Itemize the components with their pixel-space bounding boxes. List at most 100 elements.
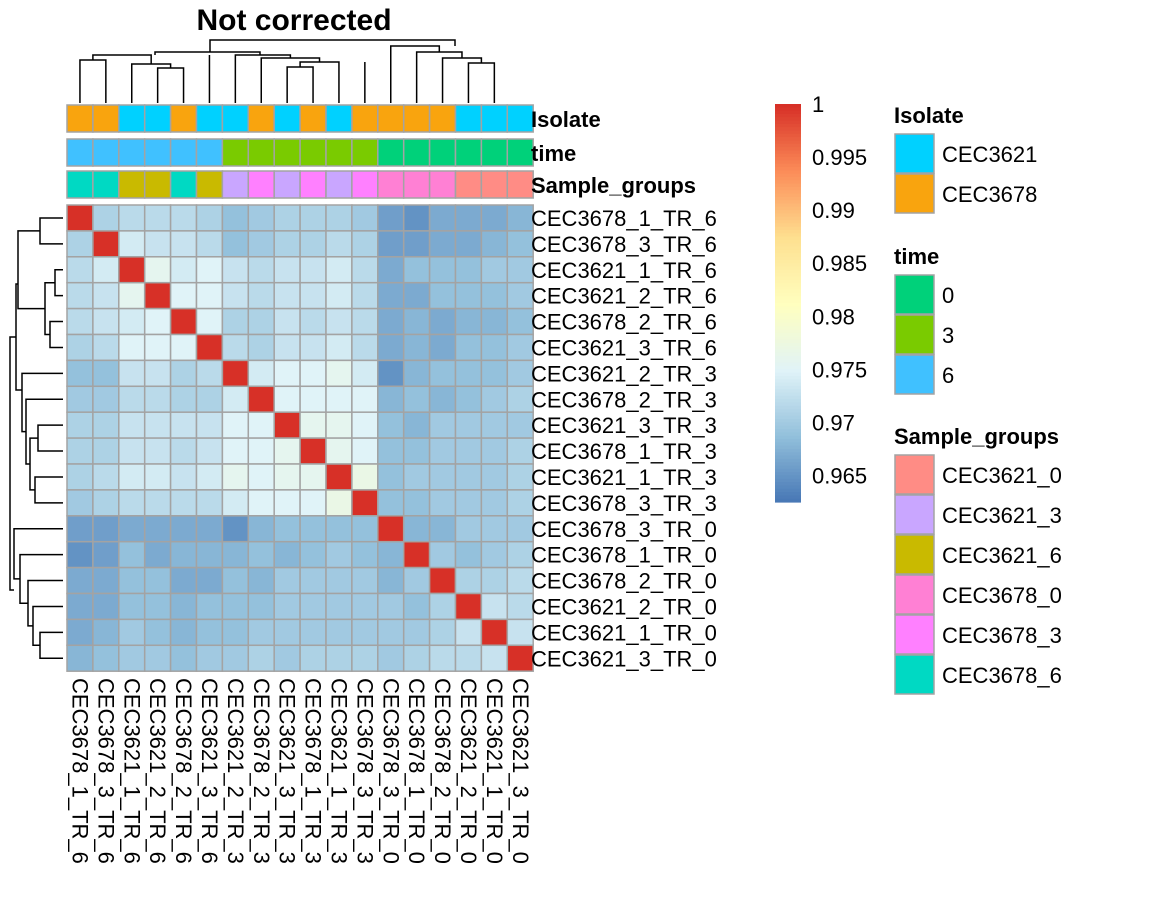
heatmap-cell [118, 592, 146, 621]
color-scale-segment [775, 452, 801, 457]
row-label: CEC3678_1_TR_3 [531, 439, 717, 464]
heatmap-cell [351, 566, 379, 595]
annotation-cell-sample_groups [273, 170, 301, 199]
row-label: CEC3621_2_TR_3 [531, 361, 717, 386]
legend-label: 6 [942, 363, 954, 388]
color-scale-segment [775, 130, 801, 135]
heatmap-cell [118, 515, 146, 543]
heatmap-cell [377, 489, 405, 517]
annotation-cell-time [454, 138, 483, 167]
column-label: CEC3678_1_TR_3 [301, 678, 326, 864]
heatmap-cell [247, 385, 275, 413]
heatmap-cell [402, 618, 431, 647]
annotation-cell-isolate [480, 104, 509, 133]
heatmap-cell [169, 618, 198, 647]
heatmap-cell [118, 359, 146, 388]
annotation-cell-sample_groups [299, 170, 327, 199]
heatmap-cell [221, 566, 250, 595]
heatmap-cell [351, 256, 379, 284]
heatmap-cell [428, 230, 457, 258]
heatmap-cell [221, 333, 250, 362]
heatmap-cell [143, 359, 172, 388]
heatmap-cell [351, 644, 379, 672]
heatmap-cell [480, 515, 509, 543]
heatmap-cell [247, 618, 275, 647]
column-label: CEC3621_2_TR_0 [456, 678, 481, 864]
color-scale-segment [775, 385, 801, 390]
color-scale-segment [775, 153, 801, 158]
heatmap-cell [402, 592, 431, 621]
heatmap-cell [428, 359, 457, 388]
color-scale-segment [775, 485, 801, 490]
heatmap-cell [299, 463, 327, 491]
heatmap-cell [454, 359, 483, 388]
column-dendrogram-branch [467, 62, 496, 103]
color-scale-segment [775, 120, 801, 125]
heatmap-cell [428, 463, 457, 491]
heatmap-cell [402, 230, 431, 258]
heatmap-cell [351, 489, 379, 517]
heatmap-cell [143, 566, 172, 595]
annotation-cell-sample_groups [454, 170, 483, 199]
row-dendrogram-branch [19, 553, 63, 604]
heatmap-cell [428, 618, 457, 647]
heatmap-cell [454, 592, 483, 621]
heatmap-cell [506, 463, 534, 491]
column-label: CEC3621_1_TR_6 [119, 678, 144, 864]
heatmap-cell [299, 204, 327, 232]
color-scale-tick-label: 0.97 [812, 410, 855, 435]
color-scale-segment [775, 445, 801, 450]
heatmap-cell [377, 592, 405, 621]
heatmap-cell [247, 204, 275, 232]
heatmap-cell [454, 489, 483, 517]
heatmap-cell [506, 230, 534, 258]
heatmap-cell [480, 489, 509, 517]
heatmap-cell [92, 359, 120, 388]
legend-swatch [894, 354, 935, 395]
color-scale-segment [775, 316, 801, 321]
heatmap-cell [195, 618, 224, 647]
heatmap-cell [273, 385, 301, 413]
heatmap-cell [506, 592, 534, 621]
heatmap-cell [402, 463, 431, 491]
heatmap-cell [402, 204, 431, 232]
heatmap-cell [299, 618, 327, 647]
heatmap-cell [273, 204, 301, 232]
heatmap-cell [325, 489, 353, 517]
heatmap-cell [92, 566, 120, 595]
heatmap-cell [92, 230, 120, 258]
annotation-cell-sample_groups [506, 170, 534, 199]
heatmap-cell [273, 592, 301, 621]
row-dendrogram-branch [37, 424, 63, 452]
annotation-label: Isolate [531, 107, 601, 132]
heatmap-cell [273, 281, 301, 310]
column-dendrogram-branch [441, 57, 483, 103]
row-dendrogram-branch [54, 269, 63, 297]
heatmap-cell [195, 489, 224, 517]
heatmap-cell [66, 385, 94, 413]
color-scale-segment [775, 127, 801, 132]
color-scale-tick-label: 1 [812, 92, 824, 117]
heatmap-cell [273, 230, 301, 258]
heatmap-cell [169, 489, 198, 517]
heatmap-cell [66, 515, 94, 543]
color-scale-segment [775, 140, 801, 145]
heatmap-cell [143, 515, 172, 543]
annotation-cell-sample_groups [325, 170, 353, 199]
heatmap-cell [480, 437, 509, 465]
heatmap-cell [351, 592, 379, 621]
heatmap-cell [169, 592, 198, 621]
heatmap-cell [118, 204, 146, 232]
color-scale-segment [775, 113, 801, 118]
color-scale-segment [775, 432, 801, 437]
heatmap-cell [480, 411, 509, 439]
row-dendrogram-branch [9, 336, 16, 591]
heatmap-cell [351, 463, 379, 491]
heatmap-cell [299, 437, 327, 465]
heatmap-cell [506, 204, 534, 232]
color-scale-segment [775, 438, 801, 443]
color-scale-segment [775, 369, 801, 374]
color-scale-segment [775, 186, 801, 191]
heatmap-cell [428, 204, 457, 232]
heatmap-cell [195, 204, 224, 232]
